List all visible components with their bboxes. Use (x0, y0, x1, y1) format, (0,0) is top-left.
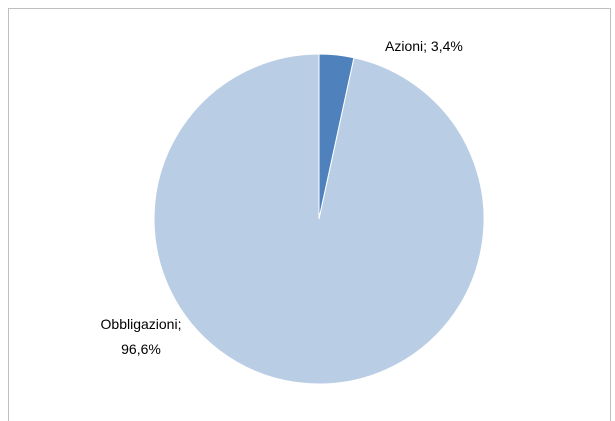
data-label: Azioni; 3,4% (385, 38, 463, 54)
data-label: Obbligazioni; 96,6% (101, 316, 182, 357)
pie-slice (153, 53, 485, 385)
